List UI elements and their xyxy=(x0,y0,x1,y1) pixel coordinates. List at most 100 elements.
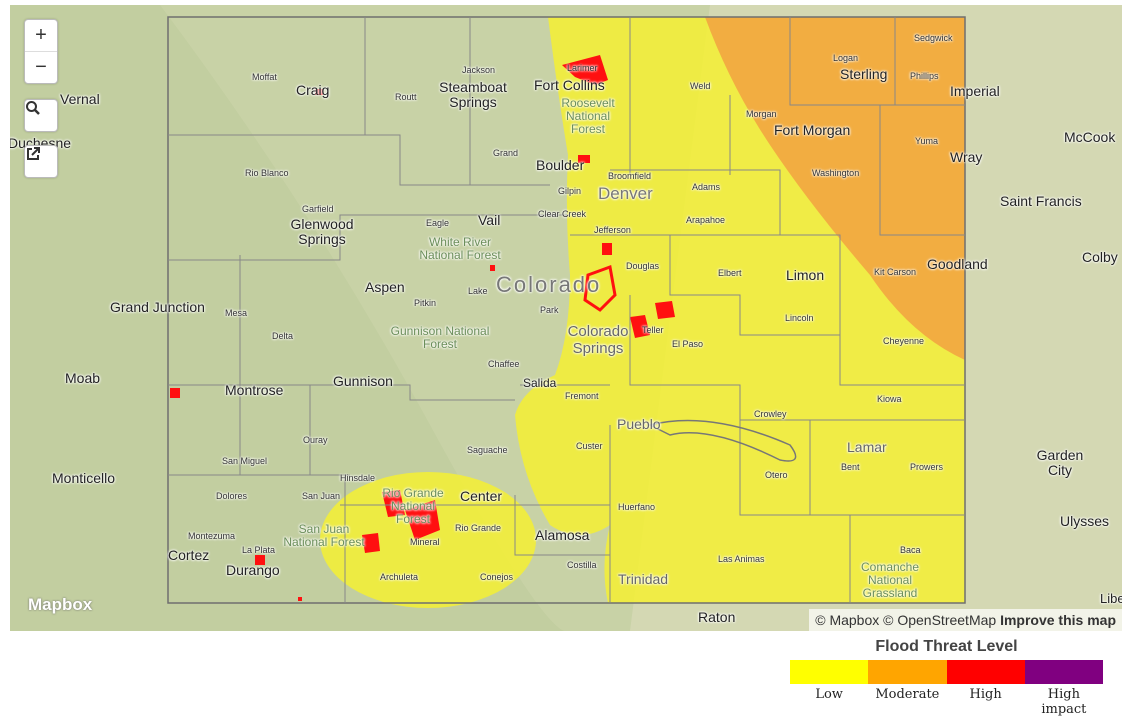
city-label: Vernal xyxy=(60,91,100,107)
county-label: Cheyenne xyxy=(883,336,925,346)
county-label: Logan xyxy=(833,53,859,63)
map-canvas[interactable]: Vernal Duchesne Craig Steamboat Springs … xyxy=(10,5,1122,631)
county-label: El Paso xyxy=(672,339,704,349)
forest-label: Roosevelt National Forest xyxy=(561,96,615,136)
fullscreen-button[interactable] xyxy=(24,145,58,178)
county-label: San Miguel xyxy=(222,456,268,466)
legend-color-bar xyxy=(790,660,1103,684)
city-label: Imperial xyxy=(950,83,1000,99)
city-label: Aspen xyxy=(365,279,405,295)
city-label: Limon xyxy=(786,267,825,283)
osm-attribution-link[interactable]: © OpenStreetMap xyxy=(883,612,997,628)
colorado-border xyxy=(167,16,966,604)
zoom-in-button[interactable]: + xyxy=(25,20,57,52)
city-label: Liberal xyxy=(1100,591,1122,606)
county-label: Costilla xyxy=(567,560,597,570)
city-label: Garden City xyxy=(1036,447,1084,478)
city-label: Craig xyxy=(296,82,330,98)
county-label: La Plata xyxy=(242,545,276,555)
county-label: Eagle xyxy=(426,218,450,228)
external-link-icon xyxy=(25,146,57,177)
city-label: Fort Morgan xyxy=(774,122,851,138)
county-label: Douglas xyxy=(626,261,660,271)
zoom-out-button[interactable]: − xyxy=(35,56,47,78)
county-label: Weld xyxy=(690,81,711,91)
county-label: Delta xyxy=(272,331,294,341)
county-label: Crowley xyxy=(754,409,787,419)
city-label: Grand Junction xyxy=(110,299,205,315)
county-label: Broomfield xyxy=(608,171,652,181)
county-label: Rio Blanco xyxy=(245,168,289,178)
state-label: Colorado xyxy=(496,272,602,297)
attribution: © Mapbox © OpenStreetMap Improve this ma… xyxy=(809,609,1122,631)
city-label: Sterling xyxy=(840,66,888,82)
map-layers xyxy=(10,5,1122,631)
city-label: Vail xyxy=(478,212,501,228)
city-label: Cortez xyxy=(168,547,210,563)
high-threat-areas xyxy=(170,55,675,601)
county-label: Gilpin xyxy=(558,186,582,196)
legend-swatch-low xyxy=(790,660,869,684)
city-label: Salida xyxy=(523,376,557,390)
zoom-control: + − xyxy=(24,19,58,84)
forest-label: Gunnison National Forest xyxy=(390,324,490,351)
county-label: Lincoln xyxy=(785,313,814,323)
county-label: Bent xyxy=(841,462,860,472)
county-label: Routt xyxy=(395,92,417,102)
moderate-threat-region xyxy=(705,17,965,360)
low-threat-region-sw xyxy=(320,472,536,608)
county-label: Park xyxy=(540,305,559,315)
city-label: Denver xyxy=(598,184,653,203)
city-label: Goodland xyxy=(927,256,988,272)
mapbox-logo[interactable]: Mapbox xyxy=(28,595,93,614)
county-label: Sedgwick xyxy=(914,33,953,43)
county-lines xyxy=(168,17,965,603)
county-label: Grand xyxy=(493,148,519,158)
city-label: Moab xyxy=(65,370,101,386)
county-label: Garfield xyxy=(302,204,334,214)
county-label: Chaffee xyxy=(488,359,520,369)
city-label: Ulysses xyxy=(1060,513,1110,529)
county-label: Archuleta xyxy=(380,572,419,582)
city-label: Montrose xyxy=(225,382,284,398)
county-label: Saguache xyxy=(467,445,508,455)
city-label: Center xyxy=(460,488,503,504)
city-label: Alamosa xyxy=(535,527,590,543)
county-label: Washington xyxy=(812,168,860,178)
search-button[interactable] xyxy=(24,99,58,132)
county-label: Jefferson xyxy=(594,225,631,235)
legend-swatch-high xyxy=(946,660,1025,684)
county-label: Huerfano xyxy=(618,502,656,512)
forest-label: San Juan National Forest xyxy=(283,522,365,549)
city-label: Monticello xyxy=(52,470,116,486)
county-label: Morgan xyxy=(746,109,777,119)
county-label: Custer xyxy=(576,441,603,451)
county-label: Conejos xyxy=(480,572,514,582)
city-label: Glenwood Springs xyxy=(290,216,354,247)
city-label: Wray xyxy=(950,149,983,165)
county-label: Kiowa xyxy=(877,394,902,404)
legend-label-high: High xyxy=(969,687,1002,702)
county-label: Mesa xyxy=(225,308,248,318)
city-label: Boulder xyxy=(536,157,585,173)
forest-label: Rio Grande National Forest xyxy=(382,486,444,526)
county-label: Moffat xyxy=(252,72,277,82)
county-label: Clear Creek xyxy=(538,209,587,219)
county-label: Rio Grande xyxy=(455,523,502,533)
county-label: Yuma xyxy=(915,136,939,146)
county-label: Dolores xyxy=(216,491,248,501)
county-label: Adams xyxy=(692,182,721,192)
county-label: Teller xyxy=(642,325,664,335)
legend-title: Flood Threat Level xyxy=(875,638,1018,655)
city-label: Steamboat Springs xyxy=(439,79,507,110)
county-label: Montezuma xyxy=(188,531,236,541)
improve-map-link[interactable]: Improve this map xyxy=(1000,612,1116,628)
county-label: Pitkin xyxy=(414,298,437,308)
mapbox-attribution-link[interactable]: © Mapbox xyxy=(815,612,880,628)
city-label: Lamar xyxy=(847,439,887,455)
legend-label-moderate: Moderate xyxy=(875,687,940,702)
county-label: Kit Carson xyxy=(874,267,917,277)
city-label: Trinidad xyxy=(618,571,669,587)
legend-label-low: Low xyxy=(815,687,843,702)
legend-swatch-high-impact xyxy=(1024,660,1103,684)
